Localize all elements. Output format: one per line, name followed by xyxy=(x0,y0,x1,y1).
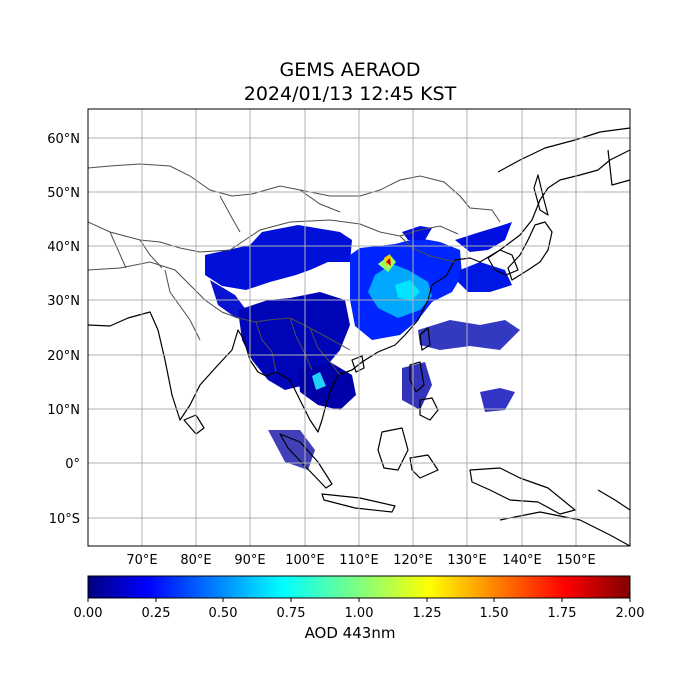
lon-tick-label: 140°E xyxy=(502,553,542,568)
lon-tick-label: 80°E xyxy=(180,553,211,568)
colorbar-tick-label: 0.25 xyxy=(142,606,171,621)
colorbar xyxy=(87,575,631,599)
colorbar-tick-label: 0.00 xyxy=(74,606,103,621)
lon-tick-label: 150°E xyxy=(556,553,596,568)
lat-tick-label: 20°N xyxy=(47,349,80,364)
lat-tick-label: 50°N xyxy=(47,186,80,201)
map-frame xyxy=(87,108,631,547)
colorbar-tick-label: 2.00 xyxy=(616,606,645,621)
lat-tick-label: 10°N xyxy=(47,403,80,418)
lon-tick-label: 130°E xyxy=(447,553,487,568)
colorbar-tick-label: 1.50 xyxy=(480,606,509,621)
colorbar-tick-label: 1.25 xyxy=(413,606,442,621)
lat-tick-label: 40°N xyxy=(47,240,80,255)
lat-tick-label: 10°S xyxy=(49,512,80,527)
lon-tick-label: 110°E xyxy=(339,553,379,568)
colorbar-ticks xyxy=(87,598,631,602)
graticule xyxy=(88,109,630,546)
colorbar-label: AOD 443nm xyxy=(304,624,396,642)
lon-tick-label: 100°E xyxy=(285,553,325,568)
map-title: GEMS AERAOD xyxy=(279,59,421,81)
lon-tick-label: 70°E xyxy=(126,553,157,568)
colorbar-tick-labels: 0.00 0.25 0.50 0.75 1.00 1.25 1.50 1.75 … xyxy=(74,606,645,621)
lat-tick-label: 60°N xyxy=(47,132,80,147)
lat-tick-label: 0° xyxy=(65,457,80,472)
lat-tick-label: 30°N xyxy=(47,294,80,309)
colorbar-tick-label: 1.75 xyxy=(548,606,577,621)
lon-tick-labels: 70°E 80°E 90°E 100°E 110°E 120°E 130°E 1… xyxy=(126,553,595,568)
lon-tick-label: 90°E xyxy=(234,553,265,568)
map-area xyxy=(88,109,630,546)
map-subtitle: 2024/01/13 12:45 KST xyxy=(243,83,457,105)
colorbar-tick-label: 1.00 xyxy=(345,606,374,621)
colorbar-tick-label: 0.75 xyxy=(277,606,306,621)
lon-tick-label: 120°E xyxy=(393,553,433,568)
lat-tick-labels: 60°N 50°N 40°N 30°N 20°N 10°N 0° 10°S xyxy=(47,132,80,527)
colorbar-tick-label: 0.50 xyxy=(209,606,238,621)
country-borders xyxy=(88,163,501,376)
